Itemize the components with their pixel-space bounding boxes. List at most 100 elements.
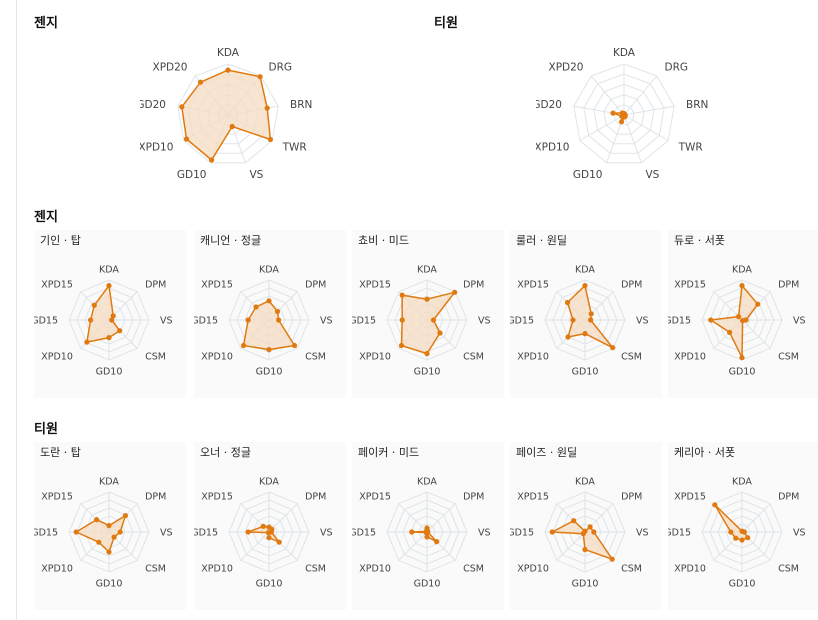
data-point-gd15 <box>708 317 714 323</box>
player-card-t1-top: 도란 · 탑 KDA DPM VS CSM GD10 XPD10 GD15 XPD15 <box>34 442 186 610</box>
axis-label-gd20: GD20 <box>140 99 166 111</box>
axis-label-dpm: DPM <box>463 491 484 502</box>
axis-label-drg: DRG <box>269 62 293 74</box>
data-point-xpd10 <box>84 339 90 345</box>
data-point-gd15 <box>570 317 576 323</box>
axis-label-dpm: DPM <box>145 491 166 502</box>
axis-label-xpd15: XPD15 <box>359 279 391 290</box>
data-point-gd15 <box>399 317 405 323</box>
axis-label-xpd10: XPD10 <box>517 352 549 363</box>
axis-label-gd15: GD15 <box>34 527 58 538</box>
data-point-gd10 <box>739 537 745 543</box>
data-point-xpd15 <box>260 523 266 529</box>
axis-label-drg: DRG <box>665 62 689 74</box>
data-point-xpd15 <box>94 517 100 523</box>
data-point-gd10 <box>209 157 215 163</box>
player-card-gen-adc: 룰러 · 원딜 KDA DPM VS CSM GD10 XPD10 GD15 XPD15 <box>510 230 662 398</box>
data-point-csm <box>291 342 298 349</box>
data-point-gd10 <box>106 549 112 555</box>
axis-label-gd10: GD10 <box>414 578 441 589</box>
axis-label-gd10: GD10 <box>573 169 603 178</box>
data-point-dpm <box>588 311 594 317</box>
data-point-xpd10 <box>398 342 405 349</box>
axis-label-csm: CSM <box>463 564 484 575</box>
grid-spoke <box>623 114 642 164</box>
player-radar: KDA DPM VS CSM GD10 XPD10 GD15 XPD15 <box>194 476 333 589</box>
player-card-gen-support: 듀로 · 서폿 KDA DPM VS CSM GD10 XPD10 GD15 XPD15 <box>668 230 818 398</box>
data-point-xpd15 <box>564 299 571 306</box>
axis-label-vs: VS <box>793 527 806 538</box>
grid-spoke <box>240 531 270 561</box>
data-point-xpd15 <box>423 528 429 534</box>
player-card-gen-jungle: 캐니언 · 정글 KDA DPM VS CSM GD10 XPD10 GD15 XPD15 <box>194 230 346 398</box>
axis-label-kda: KDA <box>732 264 752 275</box>
player-radar: KDA DPM VS CSM GD10 XPD10 GD15 XPD15 <box>668 264 806 377</box>
axis-label-xpd15: XPD15 <box>674 279 706 290</box>
axis-label-gd15: GD15 <box>34 315 58 326</box>
data-point-csm <box>740 318 746 324</box>
data-point-xpd15 <box>736 314 742 320</box>
axis-label-xpd10: XPD10 <box>536 141 569 153</box>
data-point-kda <box>106 523 112 529</box>
grid-spoke <box>268 503 298 533</box>
grid-spoke <box>426 503 456 533</box>
player-card-t1-support: 케리아 · 서폿 KDA DPM VS CSM GD10 XPD10 GD15 XPD15 <box>668 442 818 610</box>
axis-label-gd10: GD10 <box>96 366 123 377</box>
player-card-title: 쵸비 · 미드 <box>358 234 409 247</box>
axis-label-brn: BRN <box>290 99 312 111</box>
grid-spoke <box>741 503 771 533</box>
data-point-kda <box>582 283 588 289</box>
team-title-gen: 젠지 <box>34 16 58 31</box>
axis-label-xpd15: XPD15 <box>359 491 391 502</box>
data-point-gd15 <box>73 529 79 535</box>
data-point-xpd10 <box>565 334 571 340</box>
grid-ring <box>177 63 279 164</box>
players-title-t1: 티원 <box>34 422 58 437</box>
data-point-dpm <box>755 301 761 307</box>
player-card-title: 듀로 · 서폿 <box>674 234 725 247</box>
axis-label-dpm: DPM <box>621 279 642 290</box>
player-radar: KDA DPM VS CSM GD10 XPD10 GD15 XPD15 <box>510 264 649 377</box>
data-point-xpd15 <box>712 502 718 508</box>
axis-label-gd10: GD10 <box>96 578 123 589</box>
data-point-kda <box>106 283 112 289</box>
axis-label-xpd10: XPD10 <box>674 564 706 575</box>
axis-label-xpd10: XPD10 <box>201 352 233 363</box>
grid-ring <box>603 94 645 135</box>
grid-spoke <box>590 75 625 116</box>
data-point-vs <box>430 317 436 323</box>
axis-label-dpm: DPM <box>305 491 326 502</box>
data-point-csm <box>111 534 117 540</box>
axis-label-kda: KDA <box>259 476 279 487</box>
axis-label-vs: VS <box>160 527 173 538</box>
axis-label-kda: KDA <box>417 476 437 487</box>
data-point-vs <box>741 529 747 535</box>
players-title-gen: 젠지 <box>34 210 58 225</box>
axis-label-gd15: GD15 <box>352 527 376 538</box>
axis-label-kda: KDA <box>575 264 595 275</box>
axis-label-xpd20: XPD20 <box>153 62 188 74</box>
data-point-xpd10 <box>733 535 739 541</box>
data-point-gd10 <box>266 347 272 353</box>
axis-label-gd10: GD10 <box>177 169 207 178</box>
data-point-vs <box>276 317 282 323</box>
data-point-gd10 <box>266 535 272 541</box>
data-point-gd10 <box>619 119 625 125</box>
axis-label-xpd15: XPD15 <box>41 279 73 290</box>
axis-label-kda: KDA <box>575 476 595 487</box>
axis-label-gd10: GD10 <box>572 578 599 589</box>
grid-spoke <box>623 114 669 141</box>
data-point-dpm <box>587 524 593 530</box>
data-point-drg <box>257 74 263 80</box>
data-point-gd20 <box>179 104 185 110</box>
data-point-gd15 <box>728 529 734 535</box>
axis-label-gd10: GD10 <box>414 366 441 377</box>
data-point-xpd10 <box>580 531 586 537</box>
data-point-dpm <box>110 313 116 319</box>
data-point-xpd10 <box>265 530 271 536</box>
grid-spoke <box>741 319 771 349</box>
data-point-dpm <box>452 289 458 295</box>
axis-label-csm: CSM <box>305 352 326 363</box>
team-title-t1: 티원 <box>434 16 458 31</box>
axis-label-gd10: GD10 <box>256 578 283 589</box>
